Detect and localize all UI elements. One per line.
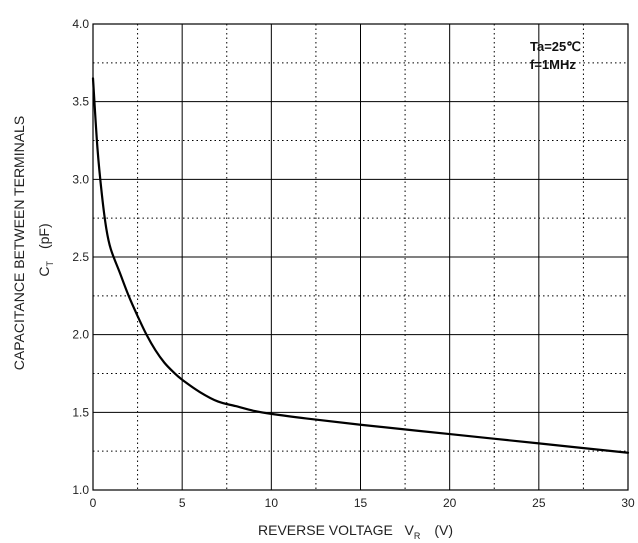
x-tick-label: 15 xyxy=(354,496,368,510)
x-tick-label: 10 xyxy=(265,496,279,510)
y-tick-label: 4.0 xyxy=(72,17,89,31)
y-tick-label: 2.0 xyxy=(72,328,89,342)
y-axis-title-unit: (pF) xyxy=(36,223,52,249)
x-axis-title: REVERSE VOLTAGE VR (V) xyxy=(258,522,453,541)
y-tick-labels: 1.0 1.5 2.0 2.5 3.0 3.5 4.0 xyxy=(72,17,89,497)
annotation-temperature: Ta=25℃ xyxy=(530,39,581,54)
x-axis-title-subscript: R xyxy=(414,531,421,541)
x-axis-title-main: REVERSE VOLTAGE V xyxy=(258,522,415,538)
x-tick-label: 5 xyxy=(179,496,186,510)
annotation-frequency: f=1MHz xyxy=(530,57,576,72)
y-tick-label: 1.5 xyxy=(72,405,89,419)
x-tick-label: 30 xyxy=(621,496,635,510)
x-tick-label: 0 xyxy=(90,496,97,510)
y-tick-label: 3.0 xyxy=(72,172,89,186)
plot-frame xyxy=(92,23,629,491)
y-axis-title-subscript: T xyxy=(45,261,55,267)
y-tick-label: 2.5 xyxy=(72,250,89,264)
y-axis-title-line2: CT (pF) xyxy=(36,223,55,276)
x-tick-label: 25 xyxy=(532,496,546,510)
y-tick-label: 3.5 xyxy=(72,95,89,109)
x-axis-title-unit: (V) xyxy=(434,522,453,538)
x-tick-label: 20 xyxy=(443,496,457,510)
y-axis-title: CAPACITANCE BETWEEN TERMINALS CT (pF) xyxy=(11,116,55,370)
capacitance-curve xyxy=(91,77,630,454)
y-axis-title-line1: CAPACITANCE BETWEEN TERMINALS xyxy=(11,116,27,370)
y-axis-title-symbol: C xyxy=(36,267,52,277)
x-tick-labels: 0 5 10 15 20 25 30 xyxy=(90,496,635,510)
y-tick-label: 1.0 xyxy=(72,483,89,497)
major-grid xyxy=(93,24,628,490)
